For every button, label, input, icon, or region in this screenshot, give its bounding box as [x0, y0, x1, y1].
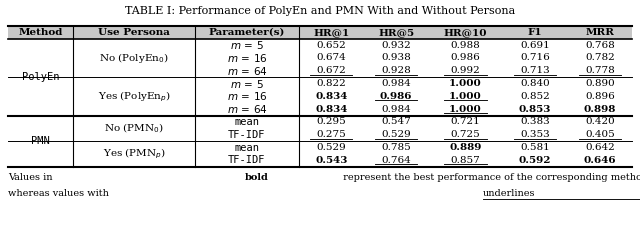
Text: 0.785: 0.785 [381, 143, 411, 152]
Text: 0.716: 0.716 [520, 53, 550, 62]
Text: 0.295: 0.295 [316, 117, 346, 126]
Text: mean: mean [234, 117, 259, 127]
Text: 0.988: 0.988 [451, 41, 481, 50]
Text: 0.652: 0.652 [316, 41, 346, 50]
Text: 0.778: 0.778 [585, 66, 615, 75]
Text: 0.890: 0.890 [585, 79, 615, 88]
Text: $m\,=\,5$: $m\,=\,5$ [230, 39, 264, 51]
Text: 0.721: 0.721 [451, 117, 481, 126]
Text: 0.646: 0.646 [584, 156, 616, 165]
Text: $m\,=\,16$: $m\,=\,16$ [227, 90, 268, 102]
Text: Values in: Values in [8, 173, 55, 182]
Bar [8, 26, 632, 39]
Text: 0.529: 0.529 [381, 130, 411, 139]
Text: 0.782: 0.782 [585, 53, 615, 62]
Text: 0.984: 0.984 [381, 105, 411, 114]
Text: 0.840: 0.840 [520, 79, 550, 88]
Text: 0.764: 0.764 [381, 156, 411, 165]
Text: 1.000: 1.000 [449, 92, 482, 101]
Text: 0.986: 0.986 [380, 92, 412, 101]
Text: 0.932: 0.932 [381, 41, 411, 50]
Text: 0.713: 0.713 [520, 66, 550, 75]
Text: Use Persona: Use Persona [99, 28, 170, 37]
Text: 0.353: 0.353 [520, 130, 550, 139]
Text: Parameter(s): Parameter(s) [209, 28, 285, 37]
Text: No (PMN$_0$): No (PMN$_0$) [104, 122, 164, 135]
Text: Method: Method [19, 28, 63, 37]
Text: 0.928: 0.928 [381, 66, 411, 75]
Text: 0.938: 0.938 [381, 53, 411, 62]
Text: TABLE I: Performance of PolyEn and PMN With and Without Persona: TABLE I: Performance of PolyEn and PMN W… [125, 6, 515, 16]
Text: 0.672: 0.672 [316, 66, 346, 75]
Text: HR@10: HR@10 [444, 28, 487, 37]
Text: 0.852: 0.852 [520, 92, 550, 101]
Text: 0.674: 0.674 [316, 53, 346, 62]
Text: HR@5: HR@5 [378, 28, 414, 37]
Text: 0.889: 0.889 [449, 143, 482, 152]
Text: 0.420: 0.420 [585, 117, 615, 126]
Text: underlines: underlines [483, 189, 535, 198]
Text: TF-IDF: TF-IDF [228, 155, 266, 165]
Text: 0.383: 0.383 [520, 117, 550, 126]
Text: 0.642: 0.642 [585, 143, 615, 152]
Text: whereas values with: whereas values with [8, 189, 112, 198]
Text: 0.405: 0.405 [585, 130, 615, 139]
Text: 0.896: 0.896 [585, 92, 615, 101]
Text: 0.822: 0.822 [316, 79, 346, 88]
Text: 0.898: 0.898 [584, 105, 616, 114]
Text: 0.581: 0.581 [520, 143, 550, 152]
Text: 0.986: 0.986 [451, 53, 481, 62]
Text: 0.834: 0.834 [315, 105, 348, 114]
Text: mean: mean [234, 143, 259, 153]
Text: No (PolyEn$_0$): No (PolyEn$_0$) [99, 51, 169, 65]
Text: 0.529: 0.529 [316, 143, 346, 152]
Text: represent the best performance of the corresponding method irrespective of using: represent the best performance of the co… [340, 173, 640, 182]
Text: 0.725: 0.725 [451, 130, 481, 139]
Text: $m\,=\,16$: $m\,=\,16$ [227, 52, 268, 64]
Text: $m\,=\,64$: $m\,=\,64$ [227, 103, 268, 115]
Text: HR@1: HR@1 [313, 28, 349, 37]
Text: 1.000: 1.000 [449, 79, 482, 88]
Text: 0.984: 0.984 [381, 79, 411, 88]
Text: 0.834: 0.834 [315, 92, 348, 101]
Text: bold: bold [245, 173, 269, 182]
Text: 0.768: 0.768 [585, 41, 615, 50]
Text: F1: F1 [527, 28, 542, 37]
Text: 0.691: 0.691 [520, 41, 550, 50]
Text: Yes (PMN$_p$): Yes (PMN$_p$) [103, 147, 166, 161]
Text: Yes (PolyEn$_p$): Yes (PolyEn$_p$) [98, 89, 171, 103]
Text: PolyEn: PolyEn [22, 72, 60, 82]
Text: 0.547: 0.547 [381, 117, 411, 126]
Text: 0.857: 0.857 [451, 156, 481, 165]
Text: $m\,=\,5$: $m\,=\,5$ [230, 78, 264, 89]
Text: 0.543: 0.543 [315, 156, 348, 165]
Text: 0.275: 0.275 [316, 130, 346, 139]
Text: 1.000: 1.000 [449, 105, 482, 114]
Text: PMN: PMN [31, 136, 50, 146]
Text: 0.592: 0.592 [519, 156, 551, 165]
Text: MRR: MRR [586, 28, 614, 37]
Text: $m\,=\,64$: $m\,=\,64$ [227, 65, 268, 77]
Text: TF-IDF: TF-IDF [228, 130, 266, 140]
Text: 0.992: 0.992 [451, 66, 481, 75]
Text: 0.853: 0.853 [519, 105, 551, 114]
